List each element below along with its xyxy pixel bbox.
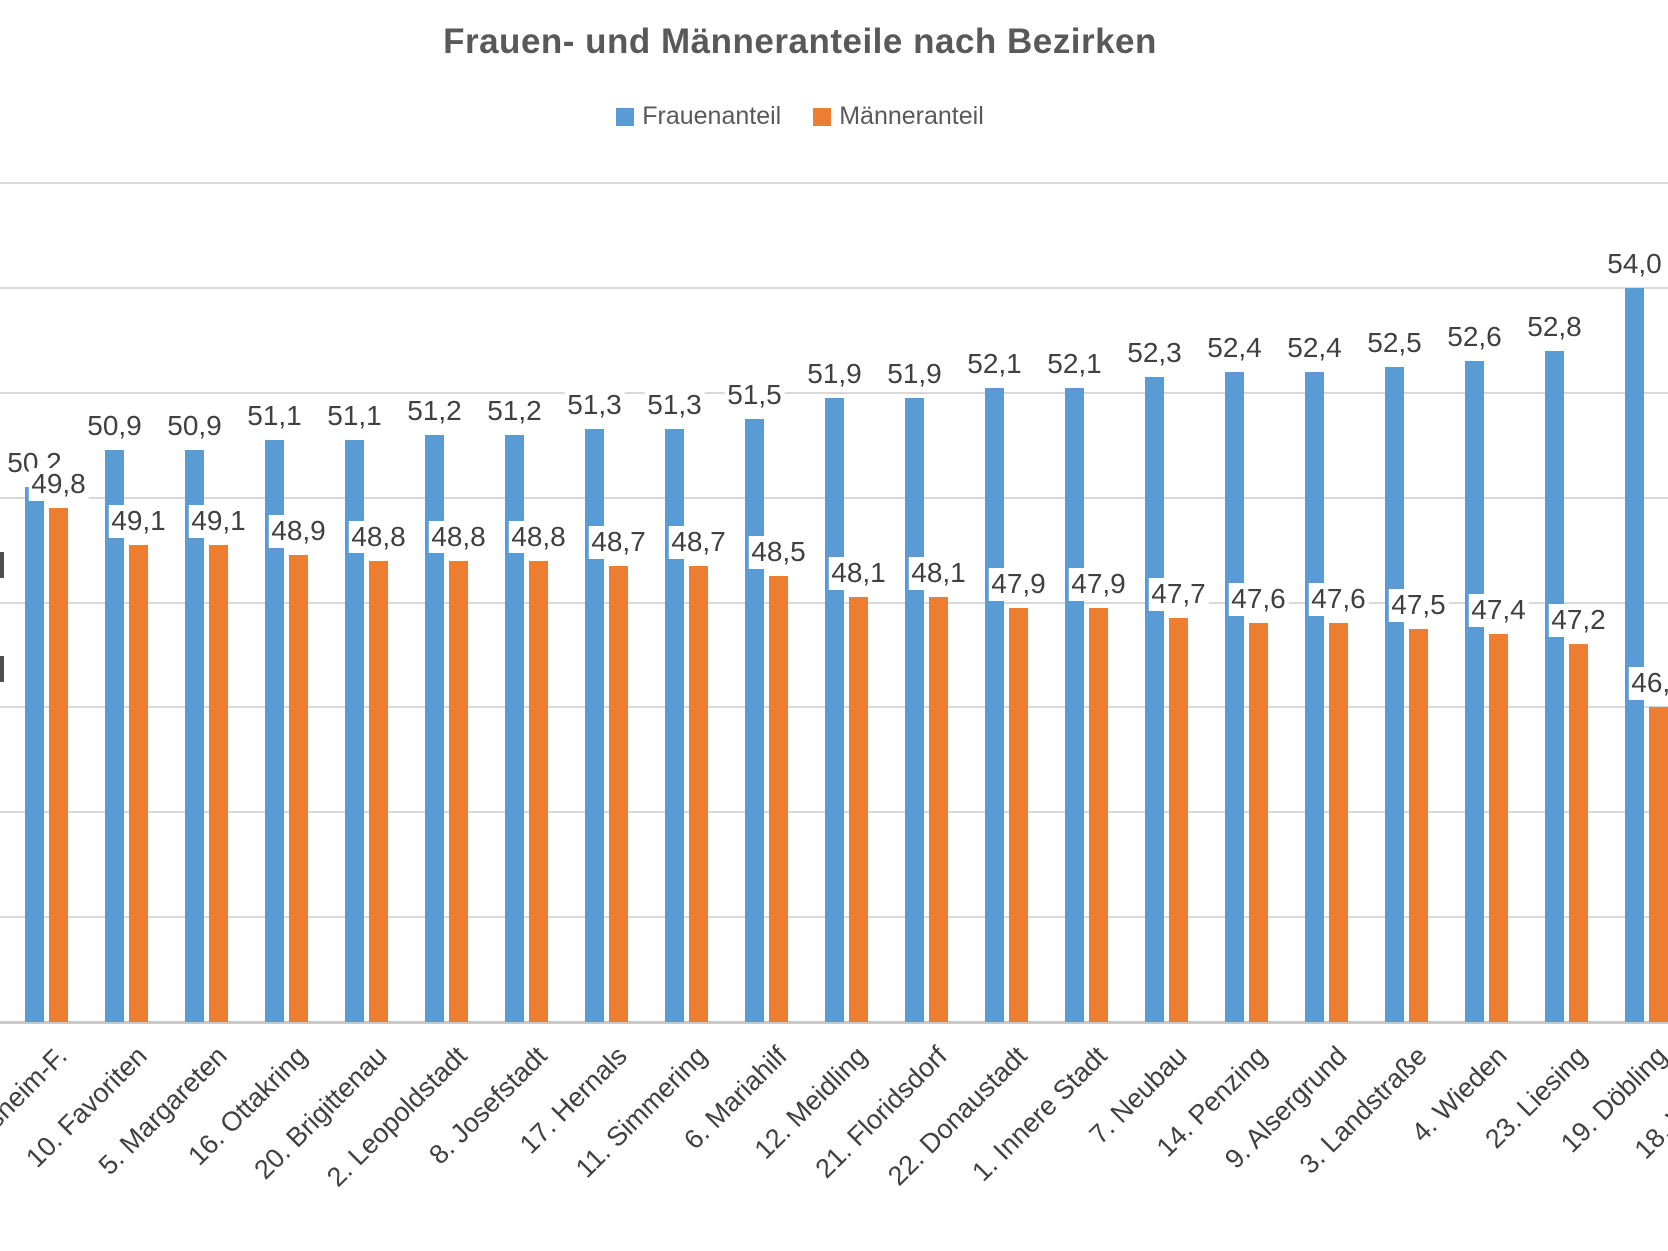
bar-frauenanteil-8. Josefstadt — [505, 434, 524, 1022]
legend-swatch-maenneranteil — [813, 107, 832, 126]
bar-frauenanteil-3. Landstraße — [1385, 366, 1404, 1022]
data-label-frauenanteil-7. Neubau: 52,3 — [1124, 337, 1185, 370]
bar-frauenanteil-2. Leopoldstadt — [425, 434, 444, 1022]
bar-männeranteil-21. Floridsdorf — [929, 597, 948, 1022]
bar-frauenanteil-11. Simmering — [665, 429, 684, 1022]
data-label-frauenanteil-3. Landstraße: 52,5 — [1364, 326, 1425, 360]
gridline-56 — [0, 182, 1668, 184]
bar-männeranteil-11. Simmering — [689, 565, 708, 1022]
legend: Frauenanteil Männeranteil — [0, 102, 1600, 131]
bar-männeranteil-14. Penzing — [1249, 623, 1268, 1022]
data-label-frauenanteil-14. Penzing: 52,4 — [1204, 331, 1265, 365]
data-label-männeranteil-2. Leopoldstadt: 48,8 — [428, 520, 489, 554]
data-label-frauenanteil-21. Floridsdorf: 51,9 — [884, 357, 945, 391]
bar-frauenanteil-16. Ottakring — [265, 439, 284, 1022]
bar-männeranteil-15. Rudolfsheim-F. — [49, 508, 68, 1022]
bar-männeranteil-12. Meidling — [849, 597, 868, 1022]
data-label-männeranteil-6. Mariahilf: 48,5 — [748, 536, 809, 570]
bar-männeranteil-5. Margareten — [209, 544, 228, 1022]
data-label-männeranteil-16. Ottakring: 48,9 — [268, 515, 329, 549]
bar-frauenanteil-5. Margareten — [185, 450, 204, 1022]
bar-frauenanteil-7. Neubau — [1145, 377, 1164, 1022]
bar-männeranteil-23. Liesing — [1569, 644, 1588, 1022]
data-label-frauenanteil-1. Innere Stadt: 52,1 — [1044, 347, 1105, 381]
bar-frauenanteil-23. Liesing — [1545, 350, 1564, 1022]
bar-männeranteil-8. Josefstadt — [529, 560, 548, 1022]
bar-männeranteil-22. Donaustadt — [1009, 607, 1028, 1022]
data-label-frauenanteil-2. Leopoldstadt: 51,2 — [404, 394, 465, 428]
bar-frauenanteil-10. Favoriten — [105, 450, 124, 1022]
legend-swatch-frauenanteil — [616, 107, 635, 126]
chart-title: Frauen- und Männeranteile nach Bezirken — [443, 22, 1157, 61]
bar-frauenanteil-12. Meidling — [825, 397, 844, 1022]
data-label-männeranteil-17. Hernals: 48,7 — [588, 525, 649, 559]
data-label-männeranteil-19. Döbling: 46,0 — [1628, 667, 1668, 701]
bar-frauenanteil-20. Brigittenau — [345, 439, 364, 1022]
bar-männeranteil-2. Leopoldstadt — [449, 560, 468, 1022]
bar-männeranteil-17. Hernals — [609, 565, 628, 1022]
gridline-54 — [0, 286, 1668, 289]
bar-männeranteil-6. Mariahilf — [769, 576, 788, 1022]
bar-männeranteil-16. Ottakring — [289, 555, 308, 1022]
data-label-männeranteil-14. Penzing: 47,6 — [1228, 583, 1289, 617]
data-label-frauenanteil-23. Liesing: 52,8 — [1524, 310, 1585, 344]
data-label-frauenanteil-12. Meidling: 51,9 — [804, 357, 865, 391]
bar-männeranteil-20. Brigittenau — [369, 560, 388, 1022]
bar-männeranteil-4. Wieden — [1489, 633, 1508, 1022]
data-label-frauenanteil-11. Simmering: 51,3 — [644, 389, 705, 423]
bar-frauenanteil-15. Rudolfsheim-F. — [25, 487, 44, 1022]
bar-frauenanteil-22. Donaustadt — [985, 387, 1004, 1022]
data-label-frauenanteil-8. Josefstadt: 51,2 — [484, 394, 545, 428]
data-label-männeranteil-23. Liesing: 47,2 — [1548, 604, 1609, 638]
legend-item-frauenanteil: Frauenanteil — [616, 102, 781, 131]
bar-frauenanteil-6. Mariahilf — [745, 418, 764, 1022]
bar-frauenanteil-21. Floridsdorf — [905, 397, 924, 1022]
gridline-52 — [0, 391, 1668, 394]
bar-frauenanteil-14. Penzing — [1225, 371, 1244, 1022]
y-axis-label-fragment — [0, 656, 4, 682]
data-label-männeranteil-8. Josefstadt: 48,8 — [508, 520, 569, 554]
data-label-frauenanteil-17. Hernals: 51,3 — [564, 389, 625, 423]
data-label-frauenanteil-6. Mariahilf: 51,5 — [724, 378, 785, 412]
data-label-männeranteil-15. Rudolfsheim-F.: 49,8 — [28, 468, 89, 501]
data-label-frauenanteil-22. Donaustadt: 52,1 — [964, 347, 1025, 381]
data-label-frauenanteil-16. Ottakring: 51,1 — [244, 399, 305, 433]
y-axis-label-fragment — [0, 552, 4, 578]
data-label-männeranteil-9. Alsergrund: 47,6 — [1308, 583, 1369, 617]
bar-männeranteil-10. Favoriten — [129, 544, 148, 1022]
bar-männeranteil-7. Neubau — [1169, 618, 1188, 1022]
data-label-männeranteil-21. Floridsdorf: 48,1 — [908, 557, 969, 591]
bar-frauenanteil-17. Hernals — [585, 429, 604, 1022]
bar-männeranteil-19. Döbling — [1649, 707, 1668, 1022]
data-label-frauenanteil-5. Margareten: 50,9 — [164, 410, 225, 444]
data-label-männeranteil-11. Simmering: 48,7 — [668, 525, 729, 559]
bar-männeranteil-1. Innere Stadt — [1089, 607, 1108, 1022]
data-label-frauenanteil-19. Döbling: 54,0 — [1604, 247, 1665, 281]
bar-frauenanteil-9. Alsergrund — [1305, 371, 1324, 1022]
data-label-männeranteil-7. Neubau: 47,7 — [1148, 578, 1209, 612]
bar-männeranteil-9. Alsergrund — [1329, 623, 1348, 1022]
data-label-frauenanteil-20. Brigittenau: 51,1 — [324, 399, 385, 433]
data-label-männeranteil-3. Landstraße: 47,5 — [1388, 588, 1449, 622]
bar-frauenanteil-19. Döbling — [1625, 287, 1644, 1022]
x-axis-line — [0, 1021, 1668, 1024]
data-label-männeranteil-10. Favoriten: 49,1 — [108, 504, 169, 538]
data-label-männeranteil-5. Margareten: 49,1 — [188, 504, 249, 538]
data-label-männeranteil-12. Meidling: 48,1 — [828, 557, 889, 591]
legend-item-maenneranteil: Männeranteil — [813, 102, 984, 131]
legend-label-frauenanteil: Frauenanteil — [642, 102, 782, 130]
bar-frauenanteil-4. Wieden — [1465, 361, 1484, 1022]
data-label-männeranteil-20. Brigittenau: 48,8 — [348, 520, 409, 554]
legend-label-maenneranteil: Männeranteil — [839, 102, 984, 130]
data-label-frauenanteil-4. Wieden: 52,6 — [1444, 321, 1505, 355]
data-label-frauenanteil-10. Favoriten: 50,9 — [84, 410, 145, 444]
data-label-frauenanteil-9. Alsergrund: 52,4 — [1284, 331, 1345, 365]
data-label-männeranteil-4. Wieden: 47,4 — [1468, 593, 1529, 627]
data-label-männeranteil-22. Donaustadt: 47,9 — [988, 567, 1049, 601]
bar-männeranteil-3. Landstraße — [1409, 628, 1428, 1022]
data-label-männeranteil-1. Innere Stadt: 47,9 — [1068, 567, 1129, 601]
bar-frauenanteil-1. Innere Stadt — [1065, 387, 1084, 1022]
